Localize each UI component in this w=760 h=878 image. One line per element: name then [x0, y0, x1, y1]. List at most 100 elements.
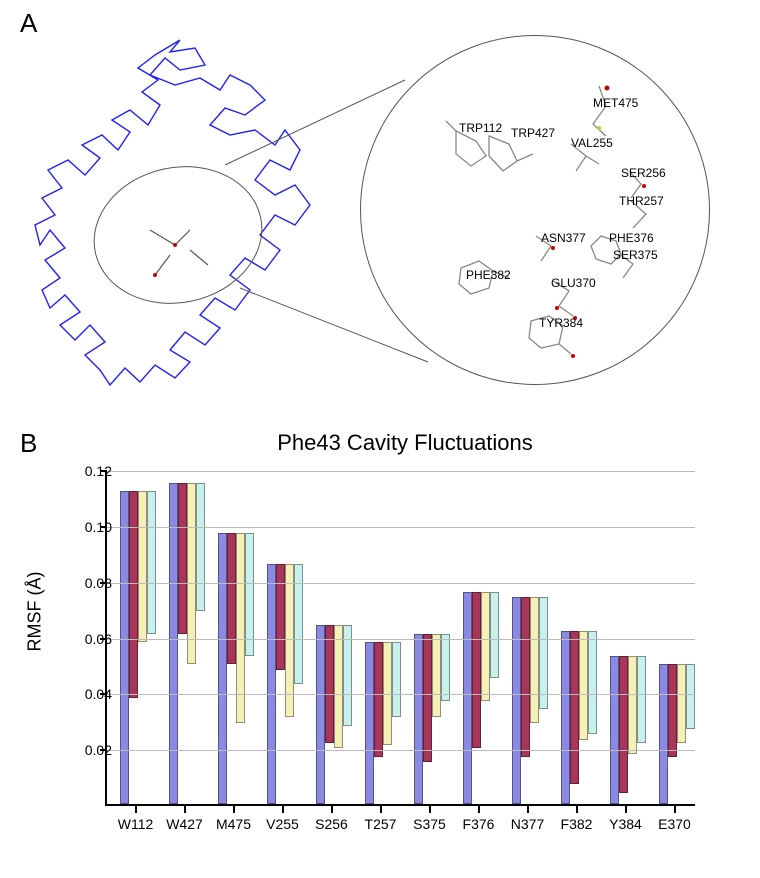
bar: [481, 592, 490, 701]
bar: [374, 642, 383, 756]
bar: [392, 642, 401, 717]
y-gridline: [105, 639, 695, 640]
residue-label: SER256: [621, 166, 666, 180]
residue-label: SER375: [613, 248, 658, 262]
y-tick-label: 0.02: [62, 742, 112, 758]
bar-group: [120, 491, 156, 804]
bar: [637, 656, 646, 743]
y-tick-label: 0.08: [62, 575, 112, 591]
x-tick-label: T257: [365, 816, 397, 832]
bar: [147, 491, 156, 633]
y-gridline: [105, 750, 695, 751]
residue-label: VAL255: [571, 136, 613, 150]
residue-detail-circle: TRP112 TRP427 MET475 VAL255 SER256 THR25…: [360, 35, 710, 385]
x-tick-mark: [233, 806, 235, 813]
bar: [334, 625, 343, 748]
bar: [187, 483, 196, 664]
bar: [120, 491, 129, 804]
y-gridline: [105, 527, 695, 528]
x-tick-mark: [380, 806, 382, 813]
bar: [539, 597, 548, 709]
panel-b: Phe43 Cavity Fluctuations RMSF (Å) 0.020…: [30, 430, 720, 860]
bar: [628, 656, 637, 754]
bar: [521, 597, 530, 756]
bar: [512, 597, 521, 804]
x-tick-mark: [478, 806, 480, 813]
x-tick-label: M475: [216, 816, 251, 832]
x-tick-mark: [184, 806, 186, 813]
residue-sticks: [361, 36, 710, 385]
bar: [138, 491, 147, 642]
x-tick-label: F382: [561, 816, 593, 832]
residue-label: GLU370: [551, 276, 596, 290]
x-tick-mark: [135, 806, 137, 813]
bar: [561, 631, 570, 804]
residue-label: TRP427: [511, 126, 555, 140]
residue-label: THR257: [619, 194, 664, 208]
y-axis-label: RMSF (Å): [25, 572, 46, 652]
residue-label: PHE376: [609, 231, 654, 245]
bar: [276, 564, 285, 670]
residue-label: TRP112: [459, 121, 502, 135]
bar-group: [610, 656, 646, 804]
bar: [316, 625, 325, 804]
bar: [490, 592, 499, 679]
bar-group: [365, 642, 401, 804]
x-tick-label: F376: [463, 816, 495, 832]
x-tick-label: S375: [413, 816, 446, 832]
bar: [463, 592, 472, 804]
panel-a: TRP112 TRP427 MET475 VAL255 SER256 THR25…: [30, 10, 730, 410]
y-gridline: [105, 694, 695, 695]
y-tick-label: 0.04: [62, 686, 112, 702]
bar: [343, 625, 352, 726]
bar-group: [463, 592, 499, 804]
bar: [267, 564, 276, 804]
bar: [570, 631, 579, 785]
bar-group: [414, 634, 450, 804]
bar: [423, 634, 432, 762]
bar-group: [561, 631, 597, 804]
bar: [414, 634, 423, 804]
bar-group: [218, 533, 254, 804]
residue-label: PHE382: [466, 268, 511, 282]
x-tick-label: Y384: [609, 816, 642, 832]
bar-group: [169, 483, 205, 804]
x-tick-mark: [674, 806, 676, 813]
bar: [677, 664, 686, 742]
y-gridline: [105, 471, 695, 472]
bar-group: [316, 625, 352, 804]
x-tick-label: N377: [511, 816, 544, 832]
bar: [325, 625, 334, 742]
bar: [129, 491, 138, 698]
chart-area: RMSF (Å) 0.020.040.060.080.100.12W112W42…: [30, 461, 710, 856]
x-tick-label: W112: [118, 816, 154, 832]
bar: [227, 533, 236, 664]
bar-group: [512, 597, 548, 804]
bar: [668, 664, 677, 756]
x-tick-mark: [429, 806, 431, 813]
bar: [441, 634, 450, 701]
y-tick-label: 0.06: [62, 631, 112, 647]
x-tick-label: W427: [166, 816, 203, 832]
bar: [579, 631, 588, 740]
bar: [196, 483, 205, 611]
bar: [178, 483, 187, 634]
bar: [619, 656, 628, 793]
x-tick-mark: [625, 806, 627, 813]
bar: [530, 597, 539, 723]
residue-label: TYR384: [539, 316, 583, 330]
bar: [472, 592, 481, 748]
bar: [218, 533, 227, 804]
bar: [588, 631, 597, 734]
x-tick-mark: [527, 806, 529, 813]
x-tick-label: S256: [315, 816, 348, 832]
x-tick-label: V255: [266, 816, 299, 832]
y-tick-label: 0.12: [62, 463, 112, 479]
bar: [610, 656, 619, 804]
bar: [432, 634, 441, 718]
bar-group: [659, 664, 695, 804]
bar: [169, 483, 178, 804]
residue-label: ASN377: [541, 231, 586, 245]
x-tick-label: E370: [658, 816, 691, 832]
x-tick-mark: [576, 806, 578, 813]
